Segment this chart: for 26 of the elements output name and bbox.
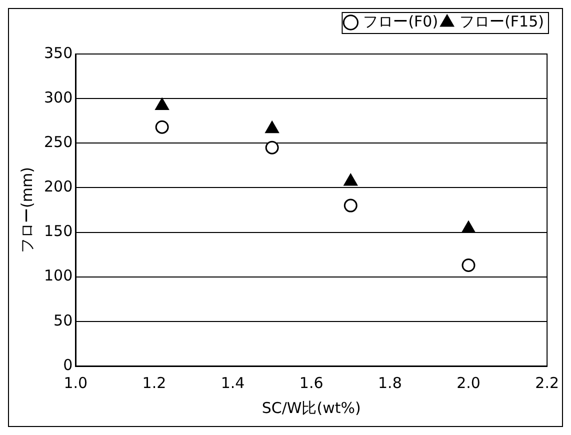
y-axis-title: フロー(mm) xyxy=(18,167,36,253)
x-tick-label: 1.8 xyxy=(378,374,402,392)
x-tick-label: 2.2 xyxy=(535,374,559,392)
y-tick-label: 300 xyxy=(44,88,73,106)
y-tick-label: 100 xyxy=(44,266,73,285)
y-tick-label: 250 xyxy=(44,133,73,152)
point xyxy=(155,120,169,134)
y-tick-label: 350 xyxy=(44,44,73,62)
point xyxy=(344,198,358,212)
point xyxy=(344,174,358,186)
point xyxy=(265,121,279,134)
legend-label: フロー(F15) xyxy=(460,12,544,30)
x-axis-title: SC/W比(wt%) xyxy=(262,398,361,417)
y-tick-label: 200 xyxy=(44,178,73,196)
x-tick-label: 1.2 xyxy=(142,374,166,392)
y-tick-label: 50 xyxy=(54,311,73,330)
x-tick-label: 1.4 xyxy=(220,374,245,392)
x-tick-label: 1.0 xyxy=(64,374,88,392)
y-tick-label: 150 xyxy=(44,222,73,240)
x-tick-label: 2.0 xyxy=(456,374,480,392)
legend-label: フロー(F0) xyxy=(363,12,438,30)
y-tick-label: 0 xyxy=(63,356,73,374)
x-tick-label: 1.6 xyxy=(299,374,324,392)
point xyxy=(265,140,279,154)
point xyxy=(155,98,169,110)
point xyxy=(462,258,476,272)
